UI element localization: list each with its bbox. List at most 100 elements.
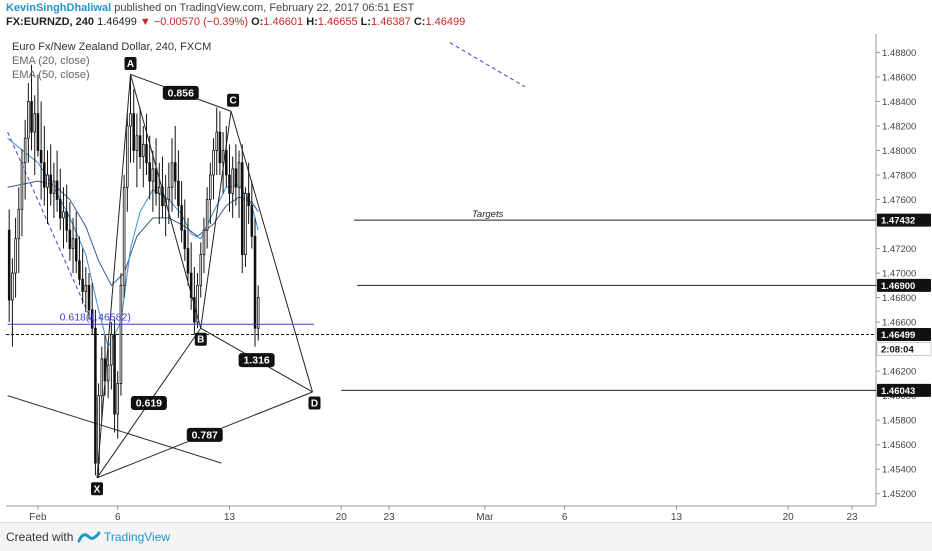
candle-body [170, 162, 174, 188]
candle-body [7, 229, 11, 301]
header-bar: KevinSinghDhaliwal published on TradingV… [0, 0, 932, 34]
x-tick-label: 23 [384, 512, 396, 522]
point-label-bg [194, 332, 207, 346]
candle-body [55, 180, 59, 200]
candle [142, 125, 145, 188]
point-label: B [197, 335, 204, 346]
target-price-badge-bg [877, 213, 931, 227]
candle-body [167, 186, 171, 200]
fib-level-label: 0.618(1.46582) [60, 311, 131, 323]
candle-body [100, 358, 104, 397]
candle [55, 150, 59, 212]
x-tick-label: 6 [115, 512, 121, 522]
pattern-point-b: B [194, 332, 207, 346]
candle-body [68, 229, 72, 249]
candle [189, 242, 193, 310]
ratio-badge: 0.619 [130, 396, 167, 411]
footer-bar: Created with TradingView [0, 522, 932, 551]
candle [39, 101, 43, 200]
candle [135, 113, 139, 188]
candle-body [71, 238, 75, 249]
candle-body [148, 162, 151, 182]
candle [58, 168, 62, 231]
y-tick-label: 1.46200 [882, 367, 916, 378]
tradingview-brand[interactable]: TradingView [104, 530, 171, 544]
candle [7, 209, 11, 323]
ratio-badge: 0.856 [162, 85, 199, 100]
y-tick-label: 1.45800 [882, 416, 916, 427]
candle [14, 217, 17, 298]
candle-body [81, 278, 84, 292]
candle [49, 144, 52, 206]
point-label-bg [227, 93, 240, 107]
high-value: 1.46655 [317, 16, 358, 28]
candle-body [212, 150, 215, 176]
candle-body [36, 113, 40, 151]
candle-body [30, 101, 33, 133]
close-label: C: [413, 16, 426, 28]
candle [71, 217, 75, 274]
candle [100, 346, 104, 421]
y-tick-label: 1.47800 [882, 170, 916, 181]
candle [81, 248, 84, 304]
candle-body [17, 208, 21, 240]
ema50-legend: EMA (50, close) [12, 69, 90, 81]
candle [173, 125, 177, 200]
y-tick-label: 1.47200 [882, 244, 916, 255]
candle [17, 187, 21, 274]
candle-body [135, 135, 139, 151]
close-value: 1.46499 [425, 16, 466, 28]
countdown-timer: 2:08:04 [881, 344, 914, 355]
candle [36, 74, 40, 157]
candle-body [161, 186, 164, 207]
candle [65, 184, 68, 243]
point-label: X [94, 484, 101, 495]
created-with-text: Created with [6, 530, 74, 544]
candle-body [78, 260, 81, 280]
quote-line: FX:EURNZD, 240 1.46499 ▼ −0.00570 (−0.39… [6, 16, 465, 28]
y-tick-label: 1.48600 [882, 72, 916, 83]
candle-body [237, 162, 241, 188]
candle-body [129, 113, 132, 127]
candle-body [94, 327, 97, 464]
candle-body [62, 211, 65, 219]
candle-body [49, 174, 52, 194]
x-tick-label: 20 [336, 512, 348, 522]
last-price: 1.46499 [97, 16, 137, 28]
candle-body [186, 248, 190, 274]
current-price-badge: 1.46499 [881, 330, 915, 341]
candle-body [189, 272, 193, 298]
candle-body [110, 333, 113, 366]
candle [196, 273, 199, 329]
candle [180, 181, 183, 243]
candle-body [65, 211, 68, 231]
candle-body [20, 162, 24, 210]
candle-body [173, 162, 177, 182]
open-value: 1.46601 [263, 16, 304, 28]
ratio-label: 0.619 [136, 398, 162, 410]
candle [215, 107, 218, 175]
candle [11, 258, 14, 347]
ratio-label: 1.316 [243, 355, 269, 367]
candle [106, 346, 110, 399]
candle [234, 144, 238, 206]
candle [138, 107, 142, 169]
point-label-bg [90, 482, 103, 496]
candle [154, 138, 158, 206]
point-label: D [311, 398, 318, 409]
author-link[interactable]: KevinSinghDhaliwal [6, 2, 112, 14]
candle [132, 89, 135, 163]
tradingview-logo-icon [77, 531, 101, 543]
candle [221, 132, 225, 194]
candle [209, 162, 212, 225]
candle-body [151, 168, 155, 182]
y-tick-label: 1.45400 [882, 465, 916, 476]
dashed-trendline [449, 42, 526, 88]
price-chart[interactable]: 1.48800 1.48600 1.48400 1.48200 1.48000 1.478… [0, 34, 932, 522]
candle [205, 187, 209, 249]
candle-body [199, 254, 203, 286]
pattern-point-c: C [227, 93, 240, 107]
ema20-legend: EMA (20, close) [12, 55, 90, 67]
candle-body [46, 174, 49, 188]
target-price-badge: 1.46900 [881, 281, 915, 292]
